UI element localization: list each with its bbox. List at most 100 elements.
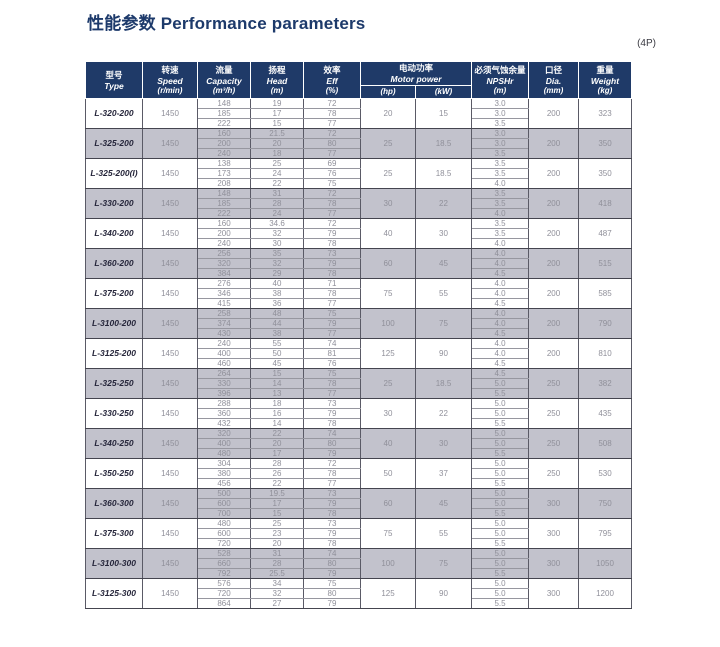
hp-cell: 75 (360, 278, 416, 309)
head-cell: 50 (250, 348, 304, 359)
table-row: L-325-250 1450 264 15 75 25 18.5 4.5 250 382 (85, 368, 632, 399)
table-row: L-330-200 1450 148 31 72 30 22 3.5 200 418 (85, 188, 632, 219)
eff-cell: 78 (303, 108, 361, 119)
speed-cell: 1450 (142, 428, 198, 459)
kw-cell: 30 (415, 428, 472, 459)
model-cell: L-325-250 (85, 368, 143, 399)
kw-cell: 75 (415, 548, 472, 579)
col-header-weight-en: Weight (590, 75, 620, 86)
eff-cell: 77 (303, 328, 361, 339)
dia-cell: 300 (528, 548, 579, 579)
eff-cell: 79 (303, 498, 361, 509)
eff-cell: 79 (303, 228, 361, 239)
head-cell: 20 (250, 438, 304, 449)
dia-cell: 300 (528, 578, 579, 609)
head-cell: 19 (250, 98, 304, 109)
capacity-cell: 660 (197, 558, 251, 569)
capacity-cell: 460 (197, 358, 251, 369)
performance-table: 型号 Type 转速 Speed (r/min) 流量 Capacity (m³… (85, 61, 632, 609)
model-cell: L-350-250 (85, 458, 143, 489)
weight-cell: 585 (578, 278, 632, 309)
capacity-cell: 346 (197, 288, 251, 299)
eff-cell: 72 (303, 98, 361, 109)
speed-cell: 1450 (142, 548, 198, 579)
kw-cell: 18.5 (415, 158, 472, 189)
capacity-cell: 240 (197, 338, 251, 349)
head-cell: 25.5 (250, 568, 304, 579)
table-row: 320 32 79 4.0 (86, 258, 632, 269)
col-header-eff-zh: 效率 (323, 64, 341, 75)
col-header-capacity: 流量 Capacity (m³/h) (197, 61, 251, 99)
capacity-cell: 330 (197, 378, 251, 389)
eff-cell: 76 (303, 358, 361, 369)
eff-cell: 74 (303, 428, 361, 439)
eff-cell: 78 (303, 508, 361, 519)
kw-cell: 90 (415, 338, 472, 369)
kw-cell: 15 (415, 98, 472, 129)
eff-cell: 71 (303, 278, 361, 289)
table-row: 374 44 79 4.0 (86, 318, 632, 329)
hp-cell: 100 (360, 308, 416, 339)
eff-cell: 75 (303, 308, 361, 319)
hp-cell: 60 (360, 488, 416, 519)
kw-cell: 90 (415, 578, 472, 609)
col-header-weight: 重量 Weight (kg) (578, 61, 632, 99)
capacity-cell: 720 (197, 538, 251, 549)
col-header-speed-unit: (r/min) (157, 85, 183, 95)
col-header-head-zh: 扬程 (268, 64, 286, 75)
model-cell: L-3100-200 (85, 308, 143, 339)
head-cell: 26 (250, 468, 304, 479)
npshr-cell: 5.5 (471, 598, 529, 609)
npshr-cell: 5.5 (471, 508, 529, 519)
head-cell: 15 (250, 508, 304, 519)
hp-cell: 75 (360, 518, 416, 549)
capacity-cell: 396 (197, 388, 251, 399)
npshr-cell: 5.0 (471, 548, 529, 559)
col-header-motor-power: 电动功率 Motor power (360, 61, 472, 86)
eff-cell: 74 (303, 548, 361, 559)
eff-cell: 81 (303, 348, 361, 359)
model-cell: L-375-200 (85, 278, 143, 309)
weight-cell: 795 (578, 518, 632, 549)
dia-cell: 300 (528, 488, 579, 519)
weight-cell: 418 (578, 188, 632, 219)
table-row: 456 22 77 5.5 (86, 478, 632, 489)
npshr-cell: 3.5 (471, 118, 529, 129)
npshr-cell: 5.5 (471, 538, 529, 549)
head-cell: 17 (250, 108, 304, 119)
npshr-cell: 4.0 (471, 308, 529, 319)
eff-cell: 73 (303, 518, 361, 529)
npshr-cell: 4.0 (471, 258, 529, 269)
hp-cell: 20 (360, 98, 416, 129)
head-cell: 30 (250, 238, 304, 249)
head-cell: 27 (250, 598, 304, 609)
eff-cell: 77 (303, 208, 361, 219)
weight-cell: 323 (578, 98, 632, 129)
col-header-speed: 转速 Speed (r/min) (142, 61, 198, 99)
eff-cell: 78 (303, 378, 361, 389)
dia-cell: 250 (528, 398, 579, 429)
weight-cell: 350 (578, 158, 632, 189)
capacity-cell: 480 (197, 518, 251, 529)
npshr-cell: 5.5 (471, 388, 529, 399)
capacity-cell: 600 (197, 498, 251, 509)
capacity-cell: 380 (197, 468, 251, 479)
capacity-cell: 185 (197, 198, 251, 209)
table-row: 720 20 78 5.5 (86, 538, 632, 549)
capacity-cell: 432 (197, 418, 251, 429)
capacity-cell: 160 (197, 218, 251, 229)
npshr-cell: 3.5 (471, 218, 529, 229)
capacity-cell: 720 (197, 588, 251, 599)
capacity-cell: 384 (197, 268, 251, 279)
table-row: L-360-200 1450 256 35 73 60 45 4.0 200 515 (85, 248, 632, 279)
head-cell: 15 (250, 368, 304, 379)
capacity-cell: 276 (197, 278, 251, 289)
capacity-cell: 148 (197, 98, 251, 109)
head-cell: 16 (250, 408, 304, 419)
model-cell: L-360-200 (85, 248, 143, 279)
head-cell: 24 (250, 168, 304, 179)
head-cell: 17 (250, 498, 304, 509)
head-cell: 36 (250, 298, 304, 309)
head-cell: 32 (250, 258, 304, 269)
head-cell: 14 (250, 418, 304, 429)
